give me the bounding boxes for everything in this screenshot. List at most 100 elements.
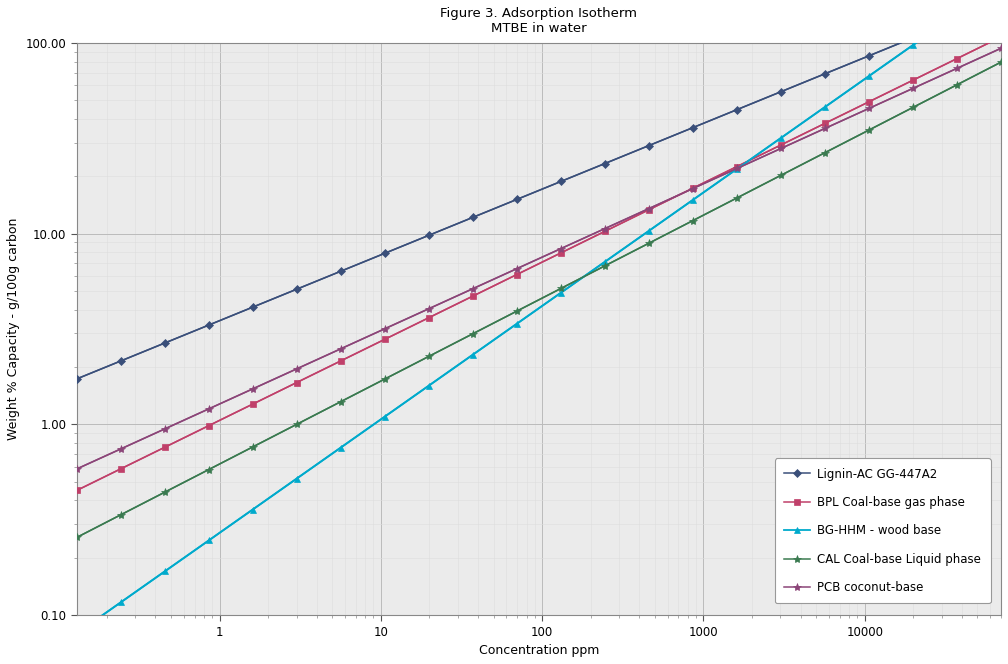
BG-HHM - wood base [599, 258, 611, 266]
CAL Coal-base Liquid phase [554, 284, 566, 292]
Lignin-AC GG-447A2 [599, 159, 611, 167]
CAL Coal-base Liquid phase [467, 330, 479, 338]
BG-HHM - wood base [203, 537, 215, 544]
PCB coconut-base [203, 405, 215, 413]
X-axis label: Concentration ppm: Concentration ppm [479, 644, 599, 657]
Lignin-AC GG-447A2 [995, 0, 1007, 6]
PCB coconut-base [599, 224, 611, 232]
BG-HHM - wood base [818, 103, 831, 111]
CAL Coal-base Liquid phase [995, 58, 1007, 66]
BPL Coal-base gas phase [599, 227, 611, 235]
BPL Coal-base gas phase [203, 422, 215, 430]
BG-HHM - wood base [951, 10, 963, 18]
Title: Figure 3. Adsorption Isotherm
MTBE in water: Figure 3. Adsorption Isotherm MTBE in wa… [440, 7, 637, 35]
BPL Coal-base gas phase [995, 33, 1007, 41]
PCB coconut-base [554, 244, 566, 252]
BPL Coal-base gas phase [247, 400, 259, 408]
PCB coconut-base [907, 84, 919, 92]
BG-HHM - wood base [158, 568, 170, 576]
Lignin-AC GG-447A2 [818, 70, 831, 78]
BG-HHM - wood base [335, 444, 347, 452]
CAL Coal-base Liquid phase [643, 239, 655, 247]
Line: BPL Coal-base gas phase: BPL Coal-base gas phase [74, 34, 1004, 493]
PCB coconut-base [467, 285, 479, 293]
Lignin-AC GG-447A2 [247, 303, 259, 311]
BPL Coal-base gas phase [290, 378, 302, 386]
Lignin-AC GG-447A2 [863, 52, 875, 60]
CAL Coal-base Liquid phase [247, 443, 259, 451]
CAL Coal-base Liquid phase [775, 171, 787, 179]
BPL Coal-base gas phase [686, 184, 699, 192]
PCB coconut-base [247, 385, 259, 393]
Lignin-AC GG-447A2 [290, 286, 302, 293]
Lignin-AC GG-447A2 [511, 195, 523, 203]
CAL Coal-base Liquid phase [599, 262, 611, 270]
Lignin-AC GG-447A2 [379, 249, 391, 257]
BPL Coal-base gas phase [511, 270, 523, 278]
Lignin-AC GG-447A2 [115, 357, 127, 365]
CAL Coal-base Liquid phase [951, 81, 963, 89]
BPL Coal-base gas phase [643, 206, 655, 214]
Lignin-AC GG-447A2 [554, 177, 566, 185]
Lignin-AC GG-447A2 [907, 34, 919, 42]
PCB coconut-base [775, 145, 787, 153]
CAL Coal-base Liquid phase [335, 398, 347, 406]
Y-axis label: Weight % Capacity - g/100g carbon: Weight % Capacity - g/100g carbon [7, 218, 20, 440]
CAL Coal-base Liquid phase [422, 353, 434, 361]
BPL Coal-base gas phase [863, 98, 875, 106]
PCB coconut-base [71, 465, 83, 473]
Line: Lignin-AC GG-447A2: Lignin-AC GG-447A2 [74, 0, 1004, 382]
PCB coconut-base [335, 345, 347, 353]
BG-HHM - wood base [731, 165, 743, 173]
Lignin-AC GG-447A2 [467, 213, 479, 221]
BPL Coal-base gas phase [379, 335, 391, 343]
BPL Coal-base gas phase [71, 487, 83, 495]
BPL Coal-base gas phase [775, 141, 787, 149]
Line: PCB coconut-base: PCB coconut-base [73, 44, 1005, 473]
Lignin-AC GG-447A2 [775, 88, 787, 96]
Line: BG-HHM - wood base: BG-HHM - wood base [74, 0, 1005, 637]
CAL Coal-base Liquid phase [71, 533, 83, 541]
BG-HHM - wood base [863, 72, 875, 80]
PCB coconut-base [379, 325, 391, 333]
Lignin-AC GG-447A2 [643, 141, 655, 149]
BG-HHM - wood base [907, 41, 919, 49]
BPL Coal-base gas phase [731, 163, 743, 171]
BG-HHM - wood base [554, 289, 566, 297]
Line: CAL Coal-base Liquid phase: CAL Coal-base Liquid phase [73, 58, 1005, 542]
BG-HHM - wood base [422, 382, 434, 390]
BPL Coal-base gas phase [818, 120, 831, 127]
BPL Coal-base gas phase [422, 313, 434, 321]
BPL Coal-base gas phase [115, 465, 127, 473]
BG-HHM - wood base [379, 412, 391, 420]
CAL Coal-base Liquid phase [158, 488, 170, 496]
PCB coconut-base [290, 365, 302, 373]
CAL Coal-base Liquid phase [379, 375, 391, 383]
CAL Coal-base Liquid phase [511, 307, 523, 315]
PCB coconut-base [158, 425, 170, 433]
CAL Coal-base Liquid phase [818, 149, 831, 157]
Lignin-AC GG-447A2 [951, 16, 963, 24]
Lignin-AC GG-447A2 [203, 321, 215, 329]
PCB coconut-base [995, 44, 1007, 52]
BPL Coal-base gas phase [335, 357, 347, 365]
PCB coconut-base [731, 165, 743, 173]
PCB coconut-base [511, 265, 523, 273]
CAL Coal-base Liquid phase [907, 104, 919, 112]
BPL Coal-base gas phase [907, 76, 919, 84]
Lignin-AC GG-447A2 [71, 375, 83, 383]
PCB coconut-base [643, 205, 655, 212]
BG-HHM - wood base [71, 629, 83, 637]
BPL Coal-base gas phase [158, 444, 170, 452]
BG-HHM - wood base [247, 505, 259, 513]
CAL Coal-base Liquid phase [290, 420, 302, 428]
Lignin-AC GG-447A2 [686, 124, 699, 131]
Lignin-AC GG-447A2 [335, 267, 347, 275]
BG-HHM - wood base [775, 134, 787, 142]
PCB coconut-base [863, 104, 875, 112]
CAL Coal-base Liquid phase [686, 216, 699, 224]
BG-HHM - wood base [115, 598, 127, 606]
BPL Coal-base gas phase [951, 54, 963, 62]
Legend: Lignin-AC GG-447A2, BPL Coal-base gas phase, BG-HHM - wood base, CAL Coal-base L: Lignin-AC GG-447A2, BPL Coal-base gas ph… [775, 458, 991, 604]
BPL Coal-base gas phase [467, 292, 479, 300]
